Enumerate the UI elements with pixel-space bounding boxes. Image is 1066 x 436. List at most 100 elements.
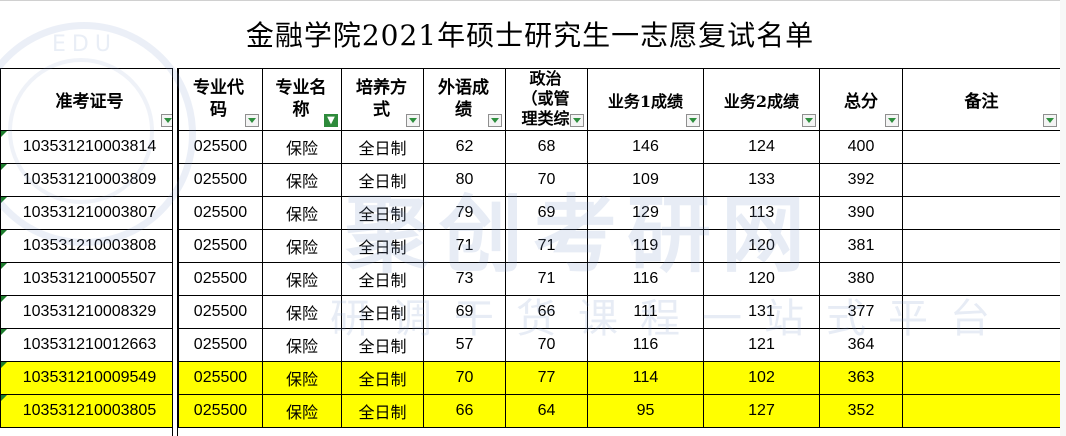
filter-dropdown-icon[interactable]	[885, 114, 899, 127]
cell-total-score[interactable]: 364	[819, 328, 903, 362]
cell-subject1-score[interactable]: 95	[587, 394, 704, 428]
filter-dropdown-icon[interactable]	[1043, 114, 1057, 127]
column-header-study-mode[interactable]: 培养方式	[341, 68, 424, 131]
cell-total-score[interactable]: 390	[819, 196, 903, 230]
cell-major-code[interactable]: 025500	[178, 295, 263, 329]
cell-exam-id[interactable]: 103531210008329	[0, 295, 179, 329]
cell-total-score[interactable]: 381	[819, 229, 903, 263]
cell-total-score[interactable]: 363	[819, 361, 903, 395]
cell-subject2-score[interactable]: 120	[703, 262, 820, 296]
cell-subject2-score[interactable]: 113	[703, 196, 820, 230]
cell-major-name[interactable]: 保险	[262, 262, 342, 296]
cell-major-name[interactable]: 保险	[262, 295, 342, 329]
cell-politics-score[interactable]: 71	[505, 262, 588, 296]
cell-exam-id[interactable]: 103531210003807	[0, 196, 179, 230]
filter-dropdown-icon[interactable]	[570, 114, 584, 127]
filter-dropdown-icon[interactable]	[802, 114, 816, 127]
cell-exam-id[interactable]: 103531210003805	[0, 394, 179, 428]
cell-subject1-score[interactable]: 146	[587, 130, 704, 164]
cell-study-mode[interactable]: 全日制	[341, 196, 424, 230]
cell-major-code[interactable]: 025500	[178, 394, 263, 428]
cell-subject2-score[interactable]: 131	[703, 295, 820, 329]
cell-total-score[interactable]: 380	[819, 262, 903, 296]
cell-study-mode[interactable]: 全日制	[341, 262, 424, 296]
cell-politics-score[interactable]: 66	[505, 295, 588, 329]
cell-foreign-score[interactable]: 66	[423, 394, 506, 428]
cell-note[interactable]	[902, 163, 1061, 197]
cell-major-name[interactable]: 保险	[262, 229, 342, 263]
filter-dropdown-icon[interactable]	[686, 114, 700, 127]
cell-politics-score[interactable]: 69	[505, 196, 588, 230]
cell-major-code[interactable]: 025500	[178, 328, 263, 362]
cell-total-score[interactable]: 352	[819, 394, 903, 428]
cell-foreign-score[interactable]: 70	[423, 361, 506, 395]
cell-note[interactable]	[902, 130, 1061, 164]
column-header-politics[interactable]: 政治（或管理类综	[505, 68, 588, 131]
cell-note[interactable]	[902, 328, 1061, 362]
cell-total-score[interactable]: 377	[819, 295, 903, 329]
column-header-foreign-language[interactable]: 外语成绩	[423, 68, 506, 131]
cell-study-mode[interactable]: 全日制	[341, 229, 424, 263]
cell-exam-id[interactable]: 103531210009549	[0, 361, 179, 395]
cell-exam-id[interactable]: 103531210012663	[0, 328, 179, 362]
cell-note[interactable]	[902, 262, 1061, 296]
column-header-subject1[interactable]: 业务1成绩	[587, 68, 704, 131]
cell-subject1-score[interactable]: 109	[587, 163, 704, 197]
filter-dropdown-icon[interactable]	[488, 114, 502, 127]
cell-politics-score[interactable]: 77	[505, 361, 588, 395]
cell-major-name[interactable]: 保险	[262, 328, 342, 362]
cell-subject1-score[interactable]: 116	[587, 328, 704, 362]
cell-exam-id[interactable]: 103531210003809	[0, 163, 179, 197]
cell-major-name[interactable]: 保险	[262, 394, 342, 428]
cell-foreign-score[interactable]: 62	[423, 130, 506, 164]
column-header-major-code[interactable]: 专业代码	[178, 68, 263, 131]
cell-study-mode[interactable]: 全日制	[341, 394, 424, 428]
cell-major-code[interactable]: 025500	[178, 361, 263, 395]
column-header-note[interactable]: 备注	[902, 68, 1061, 131]
column-header-subject2[interactable]: 业务2成绩	[703, 68, 820, 131]
cell-subject2-score[interactable]: 120	[703, 229, 820, 263]
cell-politics-score[interactable]: 70	[505, 328, 588, 362]
cell-study-mode[interactable]: 全日制	[341, 163, 424, 197]
cell-politics-score[interactable]: 64	[505, 394, 588, 428]
cell-foreign-score[interactable]: 69	[423, 295, 506, 329]
cell-politics-score[interactable]: 70	[505, 163, 588, 197]
cell-note[interactable]	[902, 394, 1061, 428]
cell-study-mode[interactable]: 全日制	[341, 361, 424, 395]
cell-subject2-score[interactable]: 121	[703, 328, 820, 362]
cell-note[interactable]	[902, 196, 1061, 230]
cell-major-name[interactable]: 保险	[262, 196, 342, 230]
cell-foreign-score[interactable]: 71	[423, 229, 506, 263]
cell-foreign-score[interactable]: 57	[423, 328, 506, 362]
cell-subject1-score[interactable]: 119	[587, 229, 704, 263]
cell-exam-id[interactable]: 103531210003814	[0, 130, 179, 164]
cell-major-code[interactable]: 025500	[178, 163, 263, 197]
cell-exam-id[interactable]: 103531210003808	[0, 229, 179, 263]
cell-study-mode[interactable]: 全日制	[341, 295, 424, 329]
filter-dropdown-icon[interactable]	[406, 114, 420, 127]
cell-major-code[interactable]: 025500	[178, 196, 263, 230]
cell-major-code[interactable]: 025500	[178, 262, 263, 296]
cell-subject2-score[interactable]: 102	[703, 361, 820, 395]
cell-study-mode[interactable]: 全日制	[341, 328, 424, 362]
cell-subject1-score[interactable]: 116	[587, 262, 704, 296]
cell-note[interactable]	[902, 295, 1061, 329]
cell-foreign-score[interactable]: 79	[423, 196, 506, 230]
column-header-total[interactable]: 总分	[819, 68, 903, 131]
cell-note[interactable]	[902, 361, 1061, 395]
cell-subject1-score[interactable]: 114	[587, 361, 704, 395]
cell-subject2-score[interactable]: 127	[703, 394, 820, 428]
cell-foreign-score[interactable]: 80	[423, 163, 506, 197]
cell-major-code[interactable]: 025500	[178, 130, 263, 164]
cell-subject1-score[interactable]: 111	[587, 295, 704, 329]
filter-dropdown-icon[interactable]	[245, 114, 259, 127]
cell-subject2-score[interactable]: 133	[703, 163, 820, 197]
cell-total-score[interactable]: 400	[819, 130, 903, 164]
cell-major-name[interactable]: 保险	[262, 130, 342, 164]
cell-note[interactable]	[902, 229, 1061, 263]
cell-study-mode[interactable]: 全日制	[341, 130, 424, 164]
cell-subject1-score[interactable]: 129	[587, 196, 704, 230]
sheet-title[interactable]: 金融学院2021年硕士研究生一志愿复试名单	[0, 0, 1060, 69]
cell-foreign-score[interactable]: 73	[423, 262, 506, 296]
cell-major-code[interactable]: 025500	[178, 229, 263, 263]
